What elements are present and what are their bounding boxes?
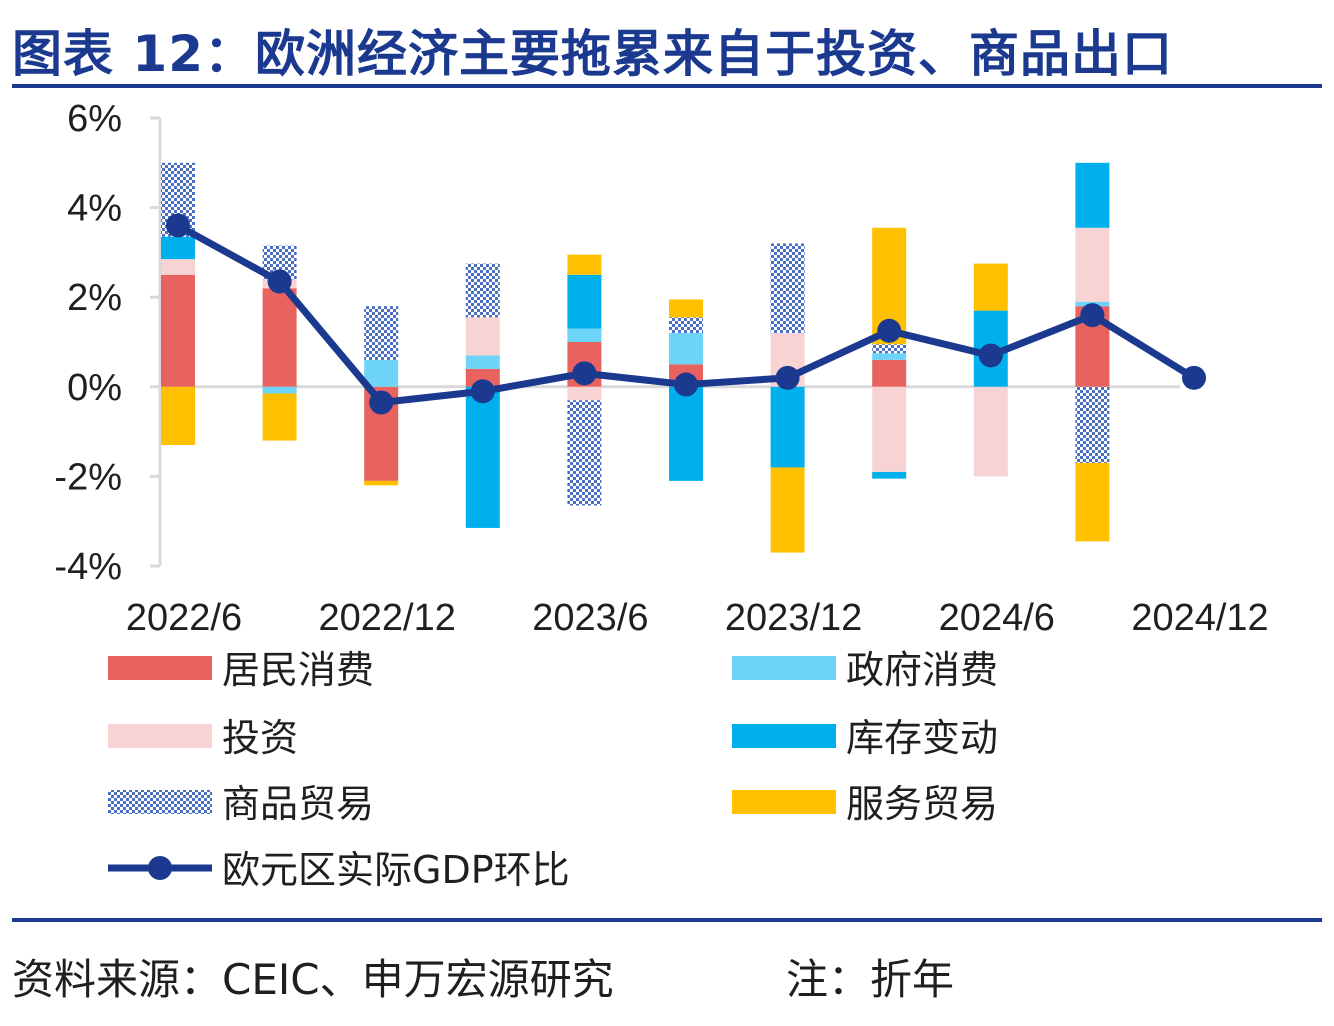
bar-segment <box>973 263 1008 311</box>
axes-layer: 6% 4% 2% 0% -2% -4%2022/6 2022/12 2023/6 2023/12… <box>54 98 1268 639</box>
legend-label: 服务贸易 <box>846 782 998 826</box>
bar-segment <box>669 317 703 334</box>
bar-segment <box>161 259 195 275</box>
y-tick-label: 6% <box>67 98 122 140</box>
bar-segment <box>1075 462 1110 542</box>
bar-segment <box>567 386 602 401</box>
gdp-point <box>470 379 495 404</box>
gdp-point <box>267 269 292 294</box>
bar-segment <box>262 288 297 387</box>
gdp-point <box>978 343 1003 368</box>
bar-segment <box>770 386 805 468</box>
bar-segment <box>364 359 399 387</box>
bar-segment <box>465 317 500 356</box>
y-tick-label: -4% <box>54 546 122 588</box>
bar-segment <box>161 386 195 446</box>
gdp-point <box>775 365 800 390</box>
legend-label: 商品贸易 <box>222 782 374 826</box>
bar-segment <box>465 263 500 318</box>
legend-label: 投资 <box>222 716 298 760</box>
bar-segment <box>465 368 500 387</box>
bar-segment <box>465 386 500 528</box>
bar-segment <box>872 471 907 479</box>
bar-segment <box>770 243 805 334</box>
bar-segment <box>872 359 907 387</box>
y-tick-label: 2% <box>67 277 122 319</box>
gdp-point <box>1080 303 1105 328</box>
footer-rule <box>12 918 1322 922</box>
bar-segment <box>669 386 703 481</box>
x-tick-label: 2024/6 <box>939 597 1055 639</box>
x-tick-label: 2022/6 <box>126 597 242 639</box>
y-tick-label: -2% <box>54 456 122 498</box>
bar-segment <box>669 333 703 365</box>
bar-segment <box>161 236 195 260</box>
bar-segment <box>1075 162 1110 228</box>
annualized-note: 注：折年 <box>786 955 955 1004</box>
bar-segment <box>872 353 907 360</box>
chart-canvas: 6% 4% 2% 0% -2% -4%2022/6 2022/12 2023/6 2023/12… <box>54 98 1268 892</box>
legend-label: 欧元区实际GDP环比 <box>222 848 570 892</box>
legend-swatch <box>108 656 212 680</box>
gdp-point <box>1182 365 1206 390</box>
bar-segment <box>669 299 703 318</box>
legend-swatch <box>108 790 212 814</box>
bar-segment <box>262 393 297 441</box>
legend-swatch <box>732 656 836 680</box>
bar-segment <box>1075 386 1110 463</box>
legend-label: 政府消费 <box>846 648 998 692</box>
bar-segment <box>567 274 602 329</box>
x-tick-label: 2023/6 <box>532 597 648 639</box>
bar-segment <box>770 467 805 553</box>
x-tick-label: 2024/12 <box>1131 597 1268 639</box>
bar-segment <box>262 386 297 394</box>
bar-segment <box>465 355 500 369</box>
legend-label: 库存变动 <box>846 716 998 760</box>
title-rule <box>12 84 1322 88</box>
bar-segment <box>567 400 602 506</box>
source-note: 资料来源：CEIC、申万宏源研究 <box>12 955 614 1004</box>
bar-segment <box>872 344 907 354</box>
gdp-point <box>369 390 394 415</box>
bar-segment <box>1075 227 1110 302</box>
legend-swatch <box>732 724 836 748</box>
x-tick-label: 2023/12 <box>725 597 862 639</box>
gdp-point <box>166 213 190 238</box>
bars-layer <box>161 162 1110 553</box>
bar-segment <box>161 274 195 387</box>
y-tick-label: 4% <box>67 188 122 230</box>
gdp-point <box>877 318 902 343</box>
gdp-point <box>674 372 698 397</box>
bar-segment <box>364 480 399 486</box>
line-layer <box>166 213 1206 415</box>
legend-line-marker <box>148 856 172 880</box>
x-tick-label: 2022/12 <box>319 597 456 639</box>
bar-segment <box>567 328 602 342</box>
y-tick-label: 0% <box>67 367 122 409</box>
bar-segment <box>973 386 1008 477</box>
bar-segment <box>567 254 602 275</box>
bar-segment <box>872 386 907 472</box>
legend-swatch <box>108 724 212 748</box>
bar-segment <box>364 306 399 360</box>
chart-title: 图表 12：欧洲经济主要拖累来自于投资、商品出口 <box>12 25 1173 83</box>
legend-swatch <box>732 790 836 814</box>
gdp-point <box>572 361 597 386</box>
legend-label: 居民消费 <box>222 648 374 692</box>
